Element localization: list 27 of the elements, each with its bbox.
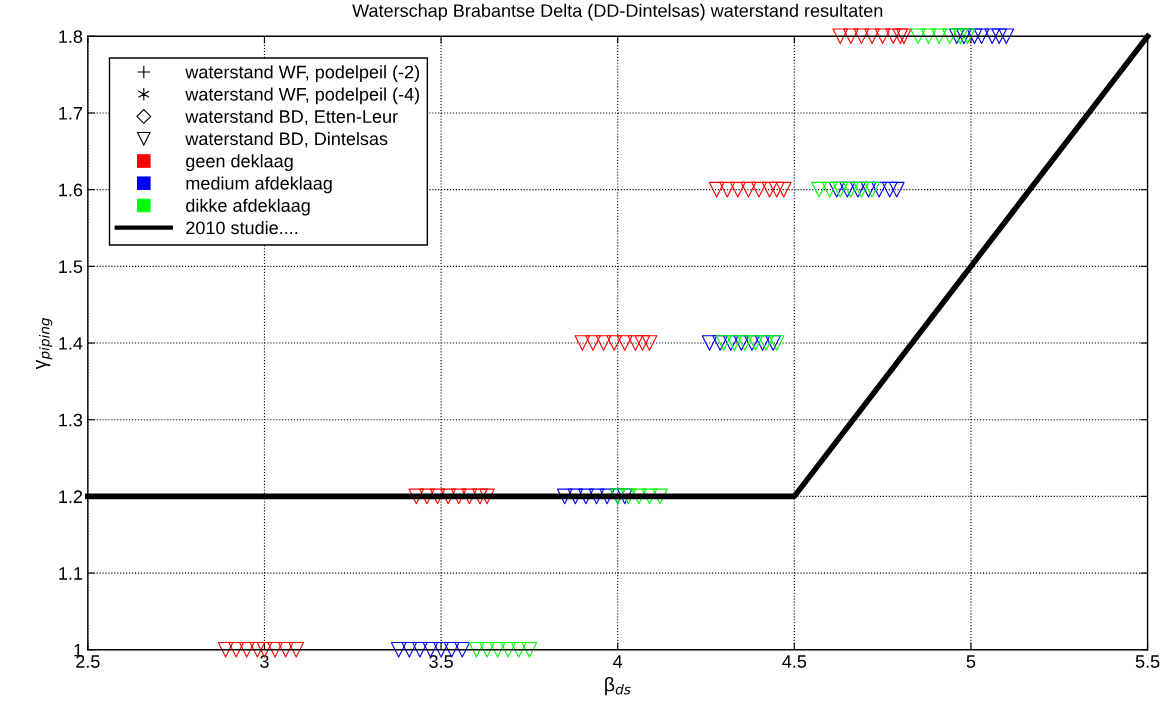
x-axis-title: β$_{ds}$	[605, 677, 631, 696]
y-tick-label: 1.8	[59, 30, 83, 44]
x-tick-label: 5	[966, 655, 976, 668]
y-tick-label: 1.2	[59, 490, 83, 503]
x-tick-label: 2.5	[76, 655, 100, 668]
x-tick-label: 3	[260, 655, 269, 668]
legend-label: waterstand WF, podelpeil (-4)	[185, 87, 420, 105]
y-tick-label: 1.4	[59, 337, 83, 350]
legend-label: waterstand BD, Dintelsas	[185, 131, 388, 148]
legend-label: waterstand BD, Etten-Leur	[185, 109, 398, 126]
legend-label: medium afdeklaag	[186, 176, 332, 194]
y-tick-label: 1.5	[59, 260, 83, 274]
x-tick-label: 5.5	[1135, 655, 1160, 668]
x-tick-label: 3.5	[429, 655, 453, 668]
y-tick-label: 1.6	[59, 183, 83, 197]
legend-label: dikke afdeklaag	[186, 198, 310, 216]
legend-label: 2010 studie....	[186, 220, 298, 235]
y-tick-label: 1.3	[59, 413, 83, 427]
y-tick-label: 1.1	[59, 567, 83, 580]
legend-label: waterstand WF, podelpeil (-2)	[185, 65, 420, 83]
y-tick-label: 1.7	[59, 107, 83, 120]
y-axis-title: γ$_{piping}$	[35, 317, 53, 370]
legend-label: geen deklaag	[186, 154, 293, 172]
x-tick-label: 4	[613, 655, 623, 668]
y-tick-label: 1	[74, 643, 83, 657]
chart-title: Waterschap Brabantse Delta (DD-Dintelsas) waterstand resultaten	[352, 3, 883, 21]
x-tick-label: 4.5	[782, 655, 807, 668]
